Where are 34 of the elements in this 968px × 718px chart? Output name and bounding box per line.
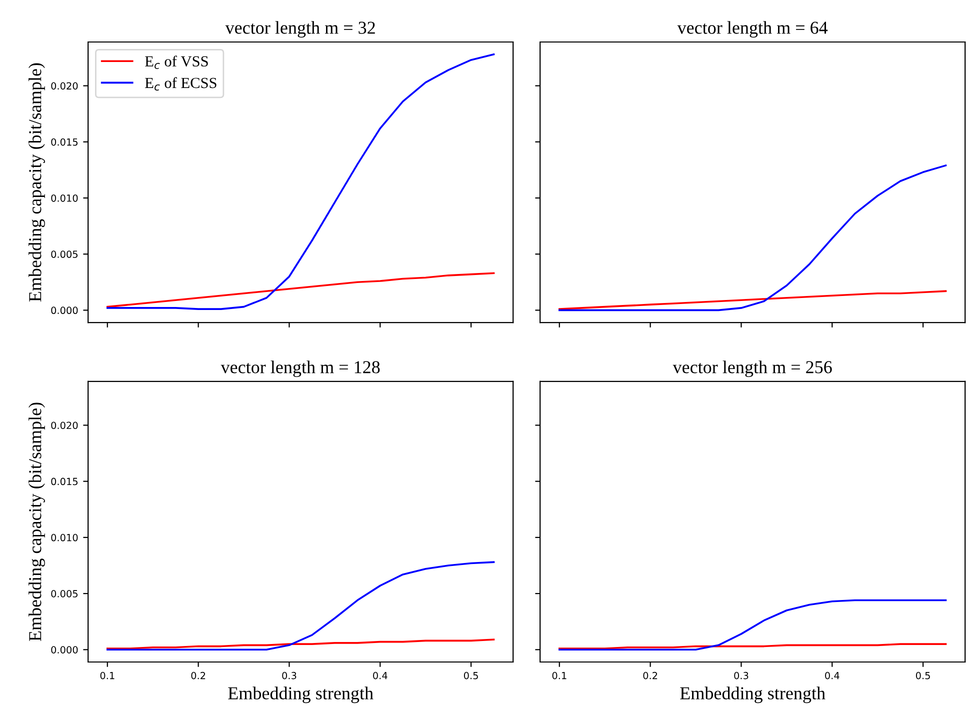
- legend-label: E$_{c}$ of ECSS: [145, 77, 216, 91]
- line-series: [106, 561, 495, 651]
- x-tick-label: 0.4: [373, 672, 388, 680]
- y-tick-label: 0.000: [51, 646, 78, 654]
- y-axis-title: Embedding capacity (bit/sample): [28, 63, 45, 302]
- y-axis-title: Embedding capacity (bit/sample): [28, 402, 45, 642]
- y-tick-label: 0.020: [51, 422, 78, 430]
- y-tick-label: 0.010: [51, 534, 78, 542]
- y-tick-label: 0.005: [51, 250, 78, 258]
- x-axis-title: Embedding strength: [680, 686, 826, 704]
- x-tick-label: 0.2: [643, 672, 658, 680]
- line-series: [106, 53, 495, 310]
- y-tick-label: 0.020: [51, 82, 78, 90]
- line-series: [106, 272, 495, 308]
- x-tick-label: 0.5: [916, 672, 930, 680]
- x-tick-label: 0.1: [552, 672, 566, 680]
- y-tick-label: 0.005: [51, 590, 78, 598]
- y-tick-label: 0.010: [51, 194, 78, 202]
- chart-title: vector length m = 256: [672, 360, 832, 378]
- x-tick-label: 0.3: [734, 672, 748, 680]
- y-tick-label: 0.000: [51, 306, 78, 314]
- chart-title: vector length m = 128: [220, 360, 380, 378]
- chart-title: vector length m = 32: [225, 21, 375, 38]
- y-tick-label: 0.015: [51, 478, 78, 486]
- x-tick-label: 0.2: [191, 672, 206, 680]
- x-tick-label: 0.1: [100, 672, 114, 680]
- y-tick-label: 0.015: [51, 138, 78, 146]
- legend-label: E$_{c}$ of VSS: [145, 56, 208, 70]
- x-tick-label: 0.5: [464, 672, 478, 680]
- x-tick-label: 0.3: [282, 672, 296, 680]
- x-tick-label: 0.4: [825, 672, 840, 680]
- line-series: [106, 638, 495, 650]
- x-axis-title: Embedding strength: [228, 686, 374, 704]
- chart-title: vector length m = 64: [677, 21, 828, 38]
